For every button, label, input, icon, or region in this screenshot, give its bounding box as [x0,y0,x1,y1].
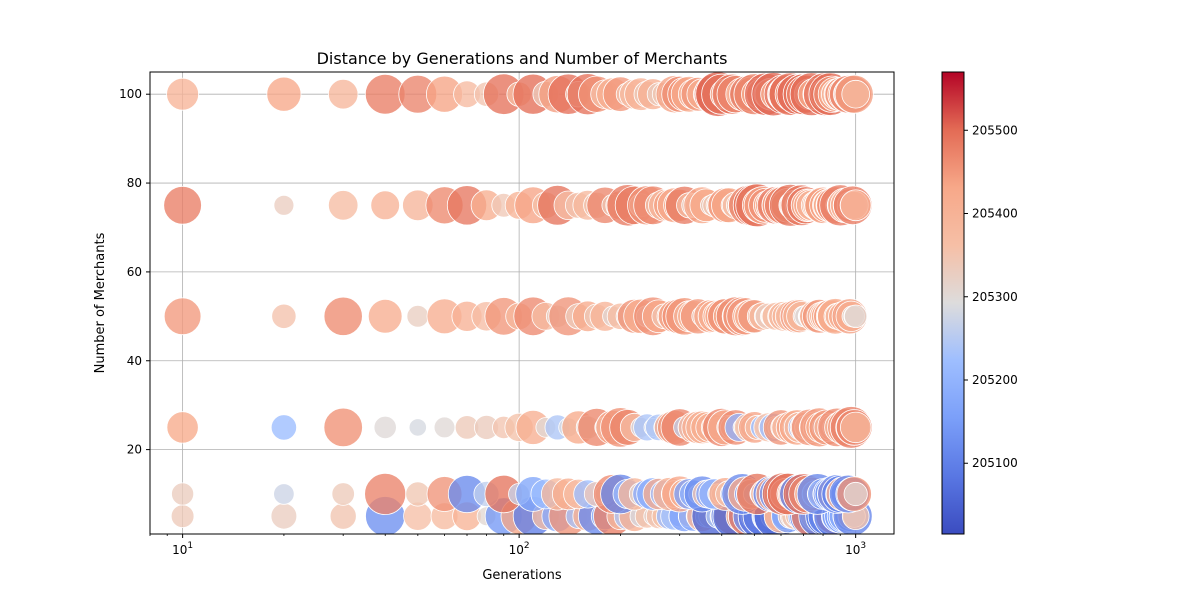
x-tick-label: 101 [172,541,193,557]
scatter-point [163,297,202,336]
scatter-point [323,407,363,448]
scatter-point [405,481,431,507]
scatter-point [328,78,359,110]
grid-lines [150,72,894,534]
y-tick-label: 60 [127,265,142,279]
scatter-point [433,416,456,439]
scatter-point [408,418,427,437]
x-axis-label: Generations [482,568,562,583]
scatter-point [271,303,297,329]
scatter-point [270,502,298,530]
scatter-point [370,190,401,221]
scatter-point [329,502,357,530]
scatter-point [166,77,200,111]
scatter-point [170,504,195,529]
scatter-point [840,411,872,444]
chart-title: Distance by Generations and Number of Me… [317,49,728,68]
colorbar [941,71,965,535]
y-tick-label: 20 [127,443,142,457]
scatter-point [373,415,397,439]
y-axis: 20 40 60 80 100 [119,87,150,457]
scatter-point [367,298,403,334]
scatter-point [166,411,199,444]
colorbar-tick-label: 205300 [972,290,1018,304]
scatter-point [270,414,297,441]
scatter-point [323,296,363,336]
colorbar-tick-label: 205400 [972,207,1018,221]
colorbar-tick-label: 205200 [972,373,1018,387]
y-tick-label: 100 [119,87,142,101]
y-tick-label: 40 [127,354,142,368]
scatter-point [328,190,359,221]
scatter-point [163,186,202,225]
x-tick-label: 102 [509,541,530,557]
scatter-point [844,304,868,329]
colorbar-tick-label: 205500 [972,123,1018,137]
plot-frame [149,71,895,535]
scatter-point [273,194,295,216]
scatter-point [843,481,868,507]
scatter-point [171,482,195,506]
colorbar-ticks: 205100 205200 205300 205400 205500 [964,123,1018,470]
scatter-point [841,79,870,109]
colorbar-tick-label: 205100 [972,456,1018,470]
scatter-point [406,304,430,328]
scatter-points [163,72,874,534]
x-tick-label: 103 [845,541,866,557]
scatter-point [266,76,302,112]
scatter-point [839,189,872,222]
scatter-point [331,482,355,506]
scatter-point [364,472,407,515]
y-axis-label: Number of Merchants [93,232,108,373]
x-axis: 101 102 103 [149,534,866,557]
y-tick-label: 80 [127,176,142,190]
scatter-point [273,483,295,505]
